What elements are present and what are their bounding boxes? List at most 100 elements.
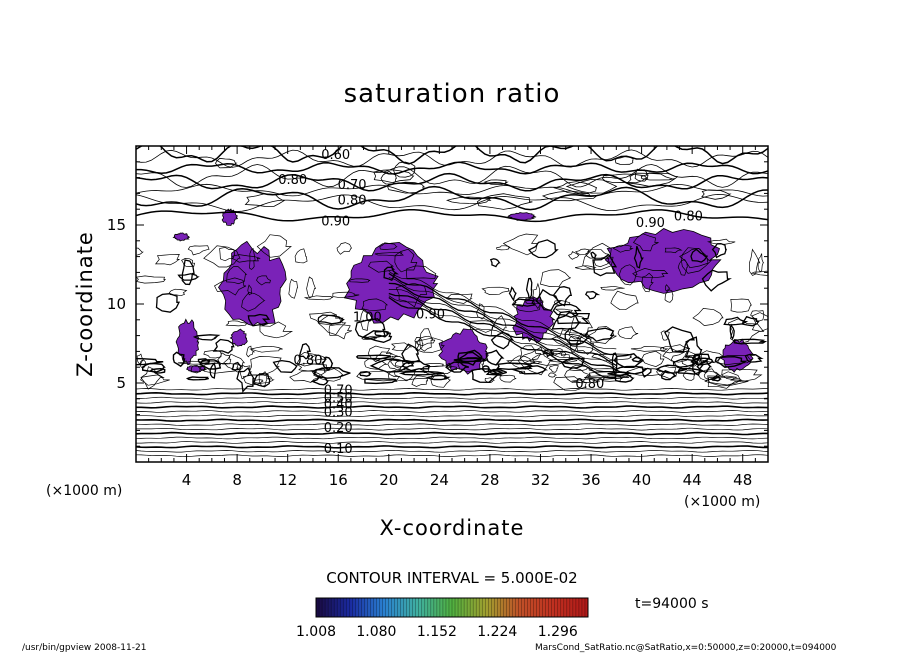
contour-loop (212, 338, 235, 354)
x-tick-label: 48 (733, 471, 752, 489)
contour-line (136, 436, 768, 440)
contour-loop (633, 245, 644, 269)
contour-interval-label: CONTOUR INTERVAL = 5.000E-02 (326, 569, 577, 587)
contour-loop (553, 376, 587, 391)
contour-loop (701, 269, 732, 292)
contour-loop (690, 248, 709, 263)
contour-loop (294, 248, 308, 264)
contour-label: 0.50 (324, 391, 353, 406)
contour-loop (553, 181, 598, 195)
contour-loop (259, 321, 294, 339)
contour-loop (223, 353, 246, 373)
contour-loop (310, 376, 329, 386)
contour-loop (591, 353, 633, 362)
contour-loop (401, 343, 421, 365)
contour-loop (631, 356, 645, 363)
contour-loop (723, 316, 749, 326)
contour-label: 0.20 (324, 421, 353, 436)
contour-loop (527, 239, 559, 259)
contour-loop (656, 365, 678, 380)
contour-loop (541, 190, 598, 202)
contour-loop (575, 265, 597, 270)
contour-loop (231, 361, 243, 371)
contour-loop (613, 353, 644, 368)
contour-loop (256, 275, 271, 286)
contour-line (136, 410, 768, 413)
x-tick-label: 20 (379, 471, 398, 489)
contour-loop (655, 364, 687, 374)
contour-loop (332, 291, 360, 299)
contour-label-group: 0.600.80 0.700.800.90 0.90 0.801.00 0.900.80… (278, 148, 703, 457)
contour-loop (430, 373, 452, 388)
contour-loop (485, 368, 508, 376)
contour-loop (406, 265, 437, 279)
x-tick-label: 12 (278, 471, 297, 489)
contour-loop (380, 170, 397, 185)
contour-label: 0.40 (324, 398, 353, 413)
contour-loop (419, 328, 433, 352)
contour-loop (548, 364, 559, 373)
contour-loop (387, 369, 417, 382)
contour-loop (583, 327, 615, 342)
contour-loop (219, 247, 236, 262)
y-tick-label: 5 (116, 374, 126, 392)
contour-loop (185, 376, 209, 381)
contour-loop (306, 276, 317, 299)
contour-label: 0.90 (321, 214, 350, 229)
contour-loop (590, 251, 597, 260)
contour-line (136, 445, 768, 449)
contour-loop (613, 365, 648, 375)
contour-loop (548, 372, 557, 378)
contour-loop (247, 313, 271, 327)
contour-loop (665, 284, 671, 292)
colorbar-tick-label: 1.080 (356, 624, 396, 640)
contour-loop (634, 168, 649, 182)
chart-title: saturation ratio (344, 79, 561, 109)
x-tick-label: 44 (683, 471, 702, 489)
contour-loop (414, 337, 424, 352)
contour-label: 0.10 (324, 442, 353, 457)
contour-loop (552, 286, 573, 307)
contour-loop (582, 242, 614, 270)
contour-loop (379, 242, 398, 250)
x-tick-label: 16 (329, 471, 348, 489)
colorbar-tick-label: 1.296 (538, 624, 578, 640)
x-axis-unit-right: (×1000 m) (684, 494, 760, 510)
contour-loop (256, 234, 292, 258)
contour-loop (489, 258, 501, 268)
contour-loop (272, 359, 298, 373)
contour-loop (614, 156, 634, 165)
contour-streak (388, 296, 617, 379)
contour-loop (485, 349, 505, 366)
contour-loop (664, 247, 683, 254)
contour-loop (551, 329, 583, 346)
contour-loop (309, 311, 344, 326)
contour-loop (677, 367, 704, 375)
contour-loop (489, 369, 503, 375)
contour-line (136, 454, 768, 457)
contour-label: 0.80 (278, 173, 307, 188)
contour-loop (394, 360, 415, 368)
contour-loop (749, 248, 761, 276)
contour-loop (177, 273, 200, 281)
contour-loop (374, 251, 404, 257)
contour-loop (373, 169, 415, 184)
contour-line (136, 396, 768, 400)
contour-loop (617, 326, 639, 339)
contour-loop (181, 259, 195, 286)
contour-loop (626, 172, 675, 187)
contour-line (136, 183, 768, 197)
contour-loop (692, 308, 724, 326)
contour-line (136, 431, 768, 436)
contour-loop (585, 249, 612, 259)
supersaturated-region-8 (175, 318, 200, 366)
contour-loop (322, 356, 334, 371)
contour-loop (136, 275, 166, 284)
contour-loop (258, 371, 268, 387)
contour-loop (496, 362, 533, 371)
contour-loop (593, 257, 612, 268)
contour-line (136, 449, 768, 453)
contour-loop (136, 353, 145, 365)
contour-loop (632, 268, 669, 279)
